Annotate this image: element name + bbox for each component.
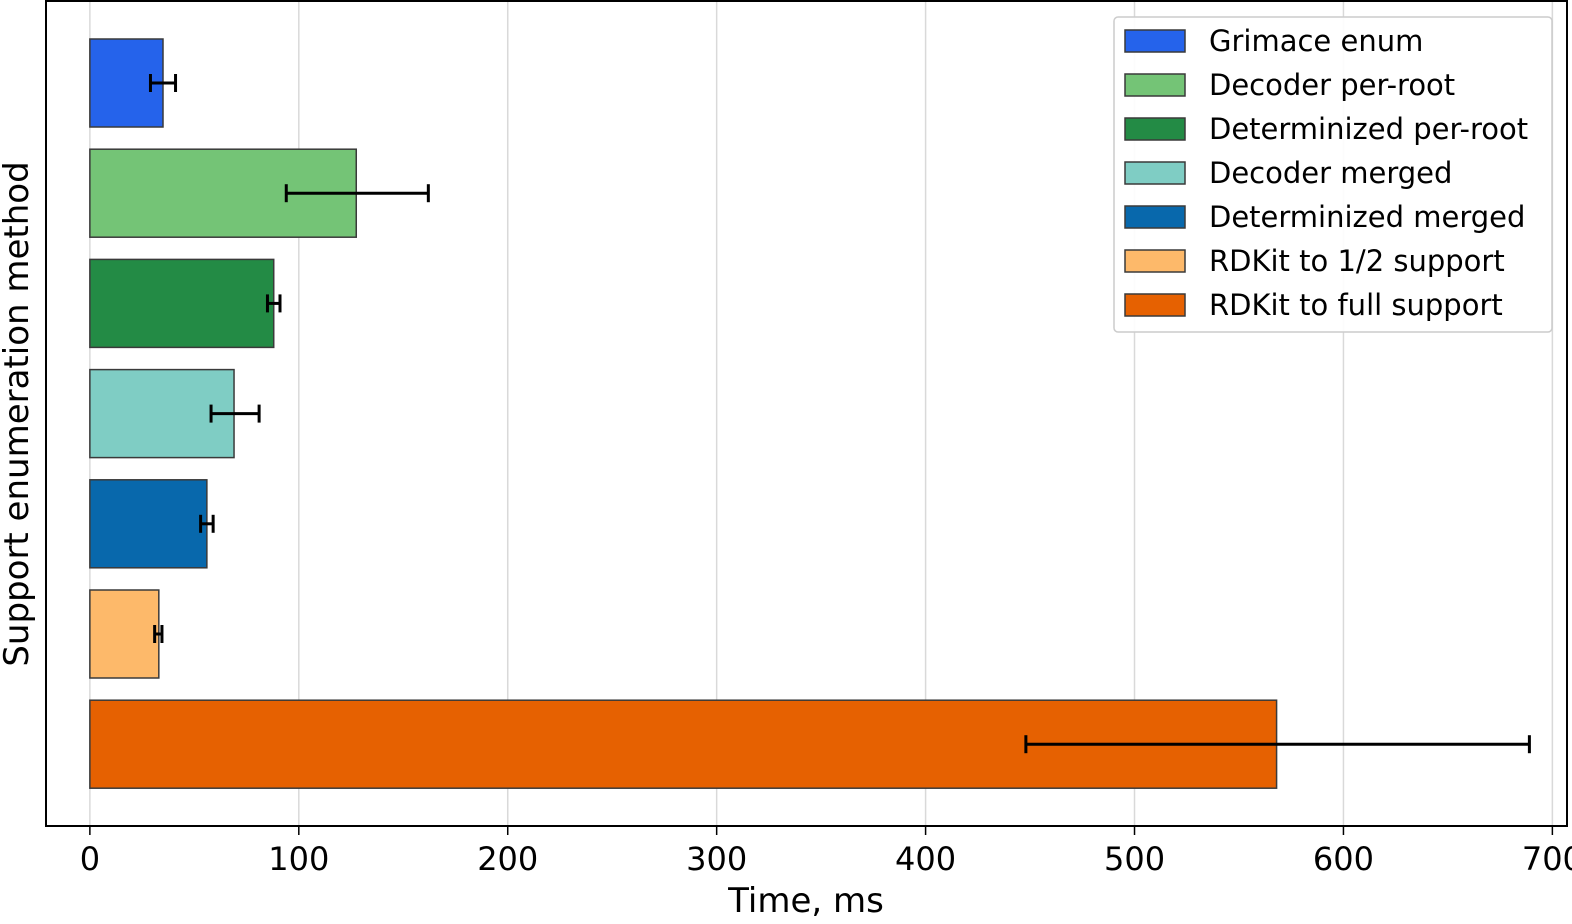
error-bars (148, 74, 1531, 754)
legend-label: Determinized merged (1209, 200, 1525, 234)
x-tick-label: 0 (80, 840, 100, 878)
plot-frame (45, 0, 1568, 827)
bar (89, 258, 275, 349)
bar (89, 589, 160, 679)
x-tick-label: 600 (1313, 840, 1374, 878)
legend-swatch (1124, 73, 1186, 97)
legend-label: Determinized per-root (1209, 112, 1528, 146)
legend-swatch (1124, 249, 1186, 273)
legend-swatch (1124, 205, 1186, 229)
x-tick-label: 500 (1104, 840, 1165, 878)
x-tick-label: 200 (477, 840, 538, 878)
legend-label: Decoder per-root (1209, 68, 1455, 102)
legend-swatch (1124, 161, 1186, 185)
legend-swatch (1124, 29, 1186, 53)
legend: Grimace enum Decoder per-root Determinized… (1113, 16, 1553, 333)
legend-label: RDKit to 1/2 support (1209, 244, 1505, 278)
bar (89, 479, 208, 569)
legend-frame (1113, 16, 1553, 333)
x-tick-label: 100 (268, 840, 329, 878)
x-axis-title: Time, ms (727, 881, 884, 921)
legend-swatch (1124, 117, 1186, 141)
legend-label: RDKit to full support (1209, 288, 1503, 322)
x-tick-label: 400 (895, 840, 956, 878)
legend-label: Decoder merged (1209, 156, 1452, 190)
legend-swatch (1124, 293, 1186, 317)
x-tick-label: 300 (686, 840, 747, 878)
bars (89, 38, 1278, 789)
y-axis-title: Support enumeration method (0, 161, 37, 666)
legend-label: Grimace enum (1209, 24, 1423, 58)
x-axis-ticks: 0 100 200 300 400 500 600 700 (80, 826, 1572, 878)
x-tick-label: 700 (1522, 840, 1572, 878)
